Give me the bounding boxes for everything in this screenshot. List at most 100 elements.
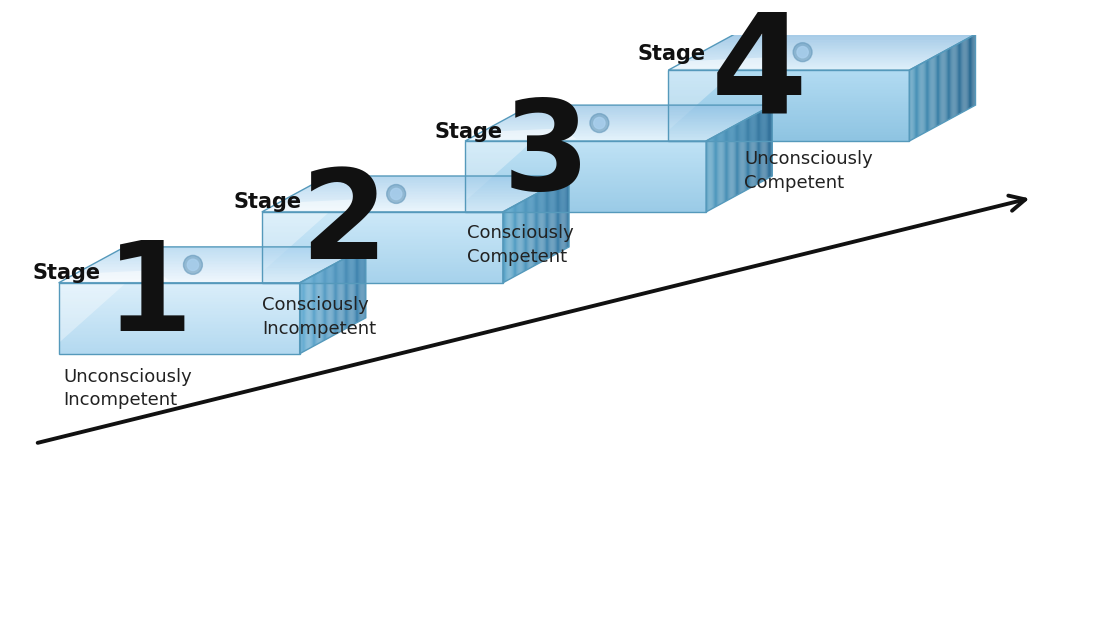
Polygon shape	[669, 95, 909, 96]
Polygon shape	[669, 92, 909, 94]
Polygon shape	[465, 146, 706, 147]
Polygon shape	[262, 268, 503, 270]
Polygon shape	[262, 279, 503, 281]
Polygon shape	[465, 204, 706, 205]
Polygon shape	[465, 152, 706, 153]
Polygon shape	[262, 275, 503, 277]
Polygon shape	[59, 296, 299, 297]
Polygon shape	[465, 182, 706, 184]
Polygon shape	[465, 154, 706, 155]
Polygon shape	[465, 206, 706, 207]
Polygon shape	[465, 193, 706, 194]
Circle shape	[390, 188, 402, 200]
Polygon shape	[465, 181, 706, 182]
Polygon shape	[262, 212, 503, 213]
Polygon shape	[59, 316, 299, 317]
Polygon shape	[669, 84, 909, 85]
Polygon shape	[262, 261, 503, 263]
Polygon shape	[59, 337, 299, 338]
Polygon shape	[669, 101, 909, 102]
Polygon shape	[262, 212, 329, 272]
Polygon shape	[465, 194, 706, 195]
Polygon shape	[465, 143, 706, 144]
Polygon shape	[59, 300, 299, 302]
Polygon shape	[669, 91, 909, 92]
Polygon shape	[465, 153, 706, 154]
Text: Unconsciously
Competent: Unconsciously Competent	[744, 150, 873, 192]
Polygon shape	[59, 283, 126, 343]
Polygon shape	[59, 347, 299, 348]
Polygon shape	[669, 130, 909, 132]
Polygon shape	[669, 108, 909, 109]
Polygon shape	[59, 352, 299, 354]
Polygon shape	[465, 174, 706, 175]
Polygon shape	[465, 162, 706, 164]
Polygon shape	[669, 71, 909, 73]
Text: 1: 1	[106, 236, 193, 358]
Polygon shape	[262, 227, 503, 229]
Polygon shape	[262, 247, 503, 248]
Text: Consciously
Competent: Consciously Competent	[467, 224, 573, 266]
Polygon shape	[669, 88, 909, 89]
Polygon shape	[262, 226, 503, 227]
Polygon shape	[59, 297, 299, 298]
Polygon shape	[465, 159, 706, 160]
Polygon shape	[669, 96, 909, 98]
Polygon shape	[465, 184, 706, 185]
Polygon shape	[262, 218, 503, 219]
Polygon shape	[669, 127, 909, 128]
Polygon shape	[465, 202, 706, 204]
Polygon shape	[465, 187, 706, 188]
Polygon shape	[59, 310, 299, 311]
Polygon shape	[262, 230, 503, 231]
Polygon shape	[59, 342, 299, 343]
Polygon shape	[669, 83, 909, 84]
Polygon shape	[669, 85, 909, 87]
Polygon shape	[669, 133, 909, 134]
Polygon shape	[465, 164, 706, 166]
Polygon shape	[59, 305, 299, 306]
Polygon shape	[465, 200, 706, 202]
Polygon shape	[59, 344, 299, 345]
Polygon shape	[669, 80, 909, 81]
Polygon shape	[59, 291, 299, 292]
Polygon shape	[59, 322, 299, 323]
Polygon shape	[59, 293, 299, 295]
Polygon shape	[465, 160, 706, 161]
Polygon shape	[262, 252, 503, 254]
Polygon shape	[465, 205, 706, 206]
Polygon shape	[59, 285, 299, 286]
Polygon shape	[465, 147, 706, 148]
Polygon shape	[469, 128, 577, 139]
Polygon shape	[465, 191, 706, 192]
Polygon shape	[465, 209, 706, 211]
Polygon shape	[262, 236, 503, 237]
Circle shape	[183, 256, 202, 274]
Polygon shape	[465, 199, 706, 200]
Polygon shape	[465, 186, 706, 187]
Polygon shape	[669, 135, 909, 136]
Polygon shape	[669, 70, 909, 71]
Polygon shape	[262, 259, 503, 261]
Polygon shape	[465, 198, 706, 199]
Polygon shape	[59, 325, 299, 327]
Text: Stage: Stage	[32, 263, 101, 283]
Polygon shape	[669, 103, 909, 105]
Polygon shape	[59, 330, 299, 331]
Polygon shape	[669, 121, 909, 122]
Polygon shape	[465, 173, 706, 174]
Polygon shape	[465, 207, 706, 209]
Polygon shape	[59, 289, 299, 290]
Polygon shape	[465, 175, 706, 177]
Polygon shape	[669, 76, 909, 77]
Polygon shape	[262, 270, 503, 271]
Polygon shape	[465, 148, 706, 150]
Polygon shape	[262, 225, 503, 226]
Polygon shape	[59, 309, 299, 310]
Polygon shape	[262, 241, 503, 243]
Polygon shape	[465, 157, 706, 159]
Polygon shape	[669, 77, 909, 78]
Polygon shape	[59, 308, 299, 309]
Polygon shape	[59, 283, 299, 284]
Polygon shape	[465, 155, 706, 157]
